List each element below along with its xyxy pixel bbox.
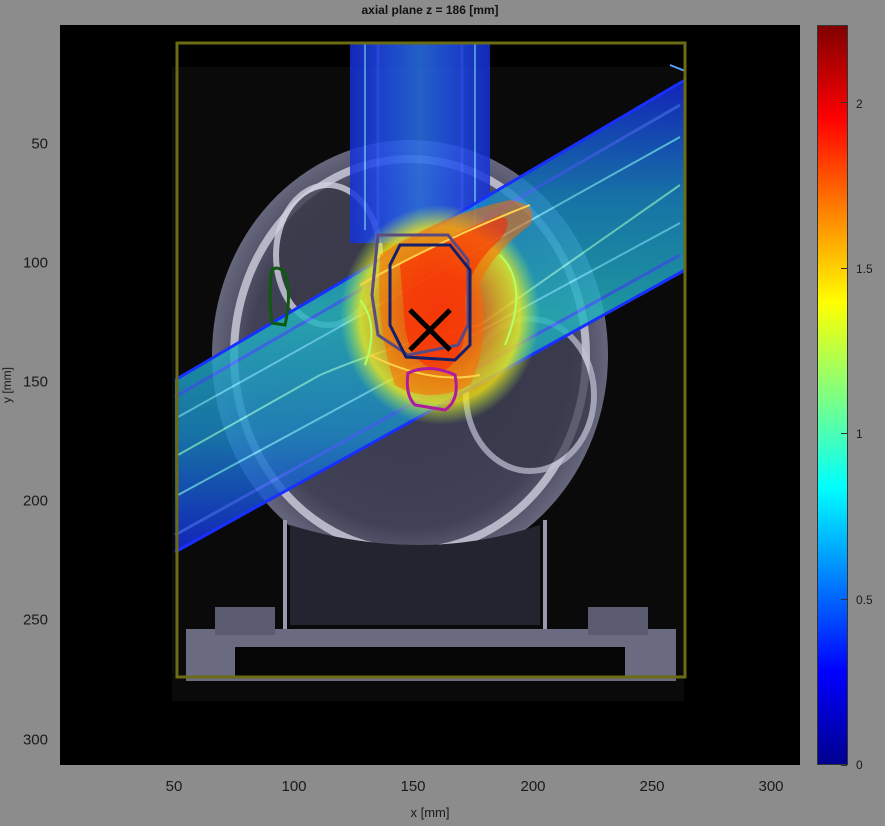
dose-overlay-svg (60, 25, 800, 765)
x-tick-label: 300 (741, 778, 801, 795)
colorbar-tick (841, 268, 847, 269)
x-axis-label: x [mm] (60, 805, 800, 820)
y-tick-label: 50 (0, 136, 48, 153)
y-tick-label: 100 (0, 255, 48, 272)
colorbar-tick-label: 2 (856, 97, 863, 111)
colorbar-tick-label: 1 (856, 427, 863, 441)
y-axis-label: y [mm] (0, 350, 14, 420)
y-tick-label: 300 (0, 732, 48, 749)
plot-area (60, 25, 800, 765)
colorbar (817, 25, 848, 765)
x-tick-label: 150 (383, 778, 443, 795)
x-tick-label: 250 (622, 778, 682, 795)
x-tick-label: 100 (264, 778, 324, 795)
colorbar-tick (841, 102, 847, 103)
colorbar-tick (841, 765, 847, 766)
colorbar-tick-label: 1.5 (856, 262, 873, 276)
colorbar-tick (841, 433, 847, 434)
chart-title: axial plane z = 186 [mm] (60, 3, 800, 17)
colorbar-tick (841, 599, 847, 600)
y-tick-label: 200 (0, 493, 48, 510)
x-tick-label: 200 (503, 778, 563, 795)
colorbar-tick-label: 0.5 (856, 593, 873, 607)
x-tick-label: 50 (144, 778, 204, 795)
y-tick-label: 250 (0, 612, 48, 629)
colorbar-tick-label: 0 (856, 758, 863, 772)
